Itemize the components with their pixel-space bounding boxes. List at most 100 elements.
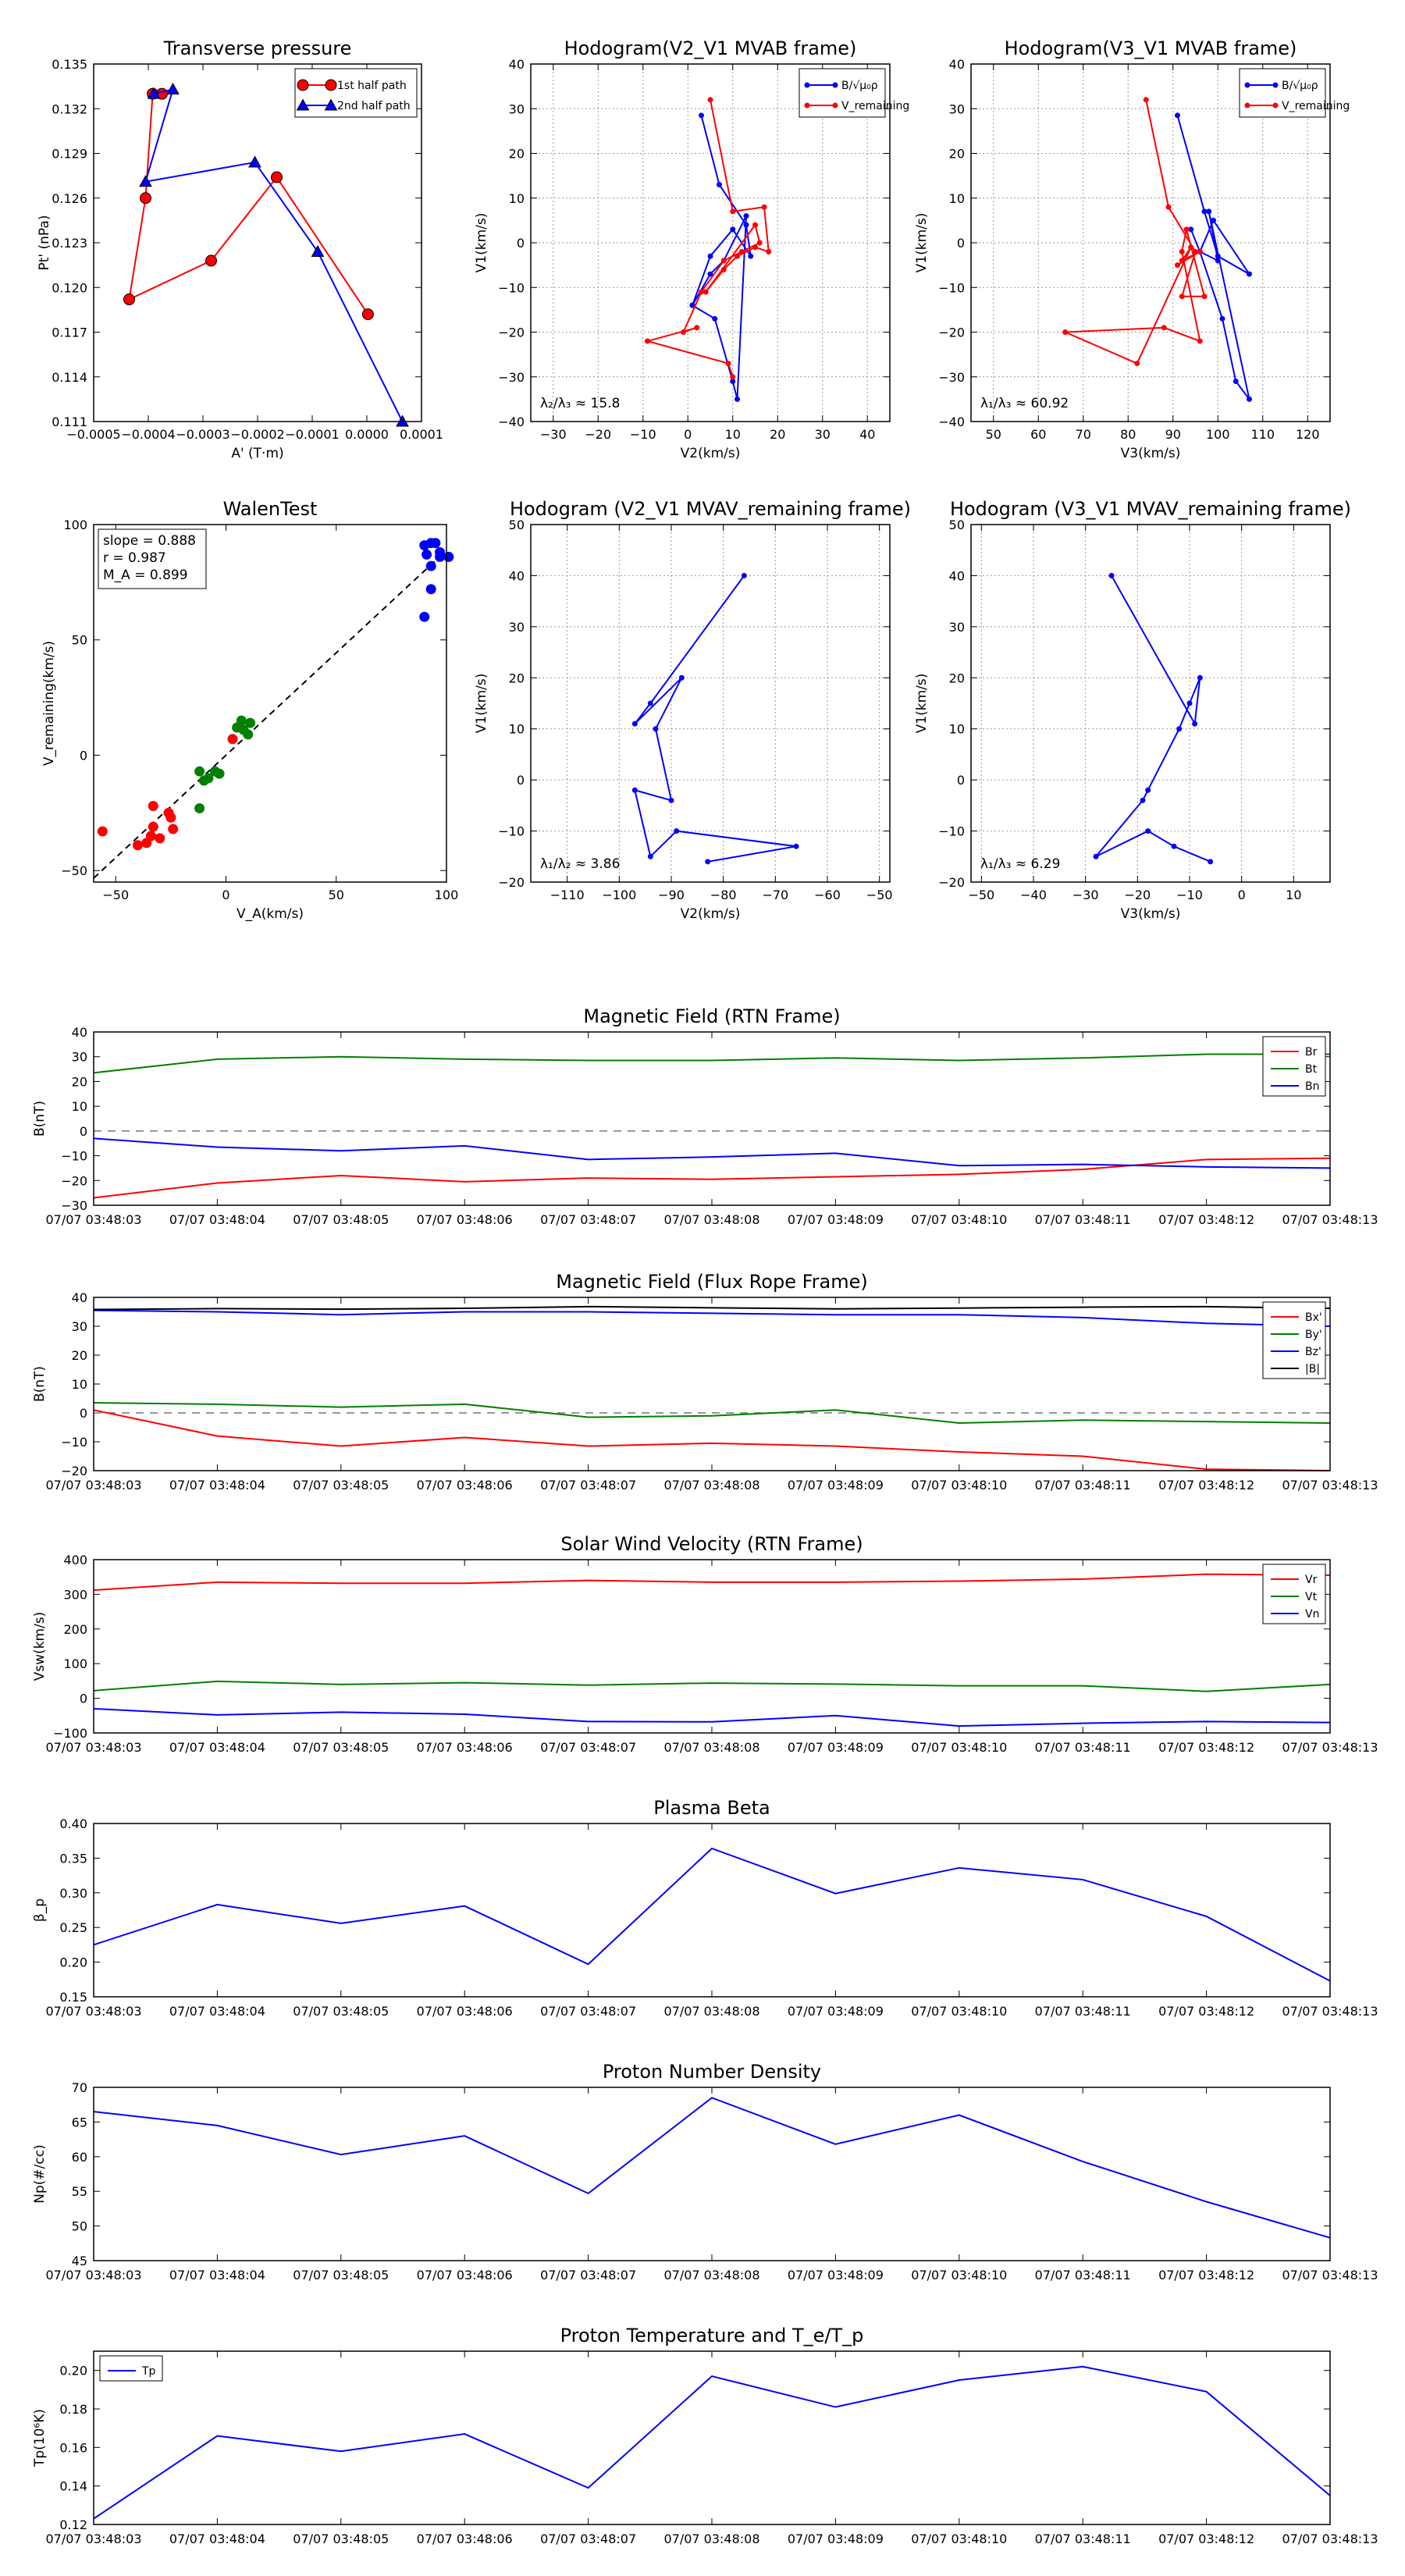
x-tick-label: −0.0001 bbox=[285, 427, 339, 442]
walen-point bbox=[422, 549, 432, 560]
time-tick-label: 07/07 03:48:11 bbox=[1035, 1212, 1131, 1227]
walen-point bbox=[443, 551, 454, 562]
data-point bbox=[140, 192, 151, 205]
data-point bbox=[1208, 859, 1214, 865]
y-tick-label: 60 bbox=[72, 2150, 87, 2165]
walen-point bbox=[425, 584, 436, 595]
series-line-beta bbox=[93, 1847, 1331, 1982]
data-point bbox=[1108, 572, 1115, 578]
y-tick-label: 0.14 bbox=[59, 2479, 87, 2494]
data-point bbox=[707, 253, 713, 259]
chart-h2-frame bbox=[970, 63, 1331, 422]
x-axis-label: A' (T·m) bbox=[231, 446, 283, 461]
legend-label: B/√μ₀ρ bbox=[1282, 80, 1318, 92]
chart-ts2-frame bbox=[93, 1297, 1331, 1471]
y-tick-label: −30 bbox=[498, 370, 525, 385]
data-point bbox=[705, 859, 711, 865]
data-point bbox=[1206, 208, 1212, 215]
time-tick-label: 07/07 03:48:06 bbox=[417, 2532, 513, 2546]
x-axis-label: V3(km/s) bbox=[1121, 906, 1181, 922]
data-point bbox=[678, 674, 685, 681]
data-point bbox=[1062, 329, 1069, 335]
time-tick-label: 07/07 03:48:12 bbox=[1158, 1478, 1254, 1493]
data-point bbox=[1201, 294, 1208, 300]
y-tick-label: 0.117 bbox=[52, 326, 87, 340]
y-tick-label: 10 bbox=[72, 1099, 87, 1114]
time-tick-label: 07/07 03:48:07 bbox=[540, 1212, 636, 1227]
data-point bbox=[668, 797, 674, 803]
data-point bbox=[720, 266, 727, 272]
data-point bbox=[689, 302, 695, 308]
series-line-np bbox=[93, 2097, 1331, 2239]
time-tick-label: 07/07 03:48:10 bbox=[911, 1740, 1007, 1755]
legend-box bbox=[1239, 68, 1326, 118]
y-tick-label: 0 bbox=[80, 1692, 87, 1706]
chart-ts3-legend: Vr Vt Vn bbox=[1262, 1564, 1326, 1624]
chart-h3-frame bbox=[530, 524, 891, 883]
chart-ts5-series bbox=[93, 2097, 1331, 2239]
time-tick-label: 07/07 03:48:09 bbox=[788, 1212, 884, 1227]
data-point bbox=[1175, 112, 1180, 119]
data-point bbox=[735, 396, 740, 402]
legend-marker bbox=[1244, 82, 1250, 88]
y-tick-label: 10 bbox=[72, 1377, 87, 1392]
x-tick-label: 30 bbox=[815, 427, 831, 442]
time-tick-label: 07/07 03:48:11 bbox=[1035, 2268, 1131, 2282]
y-tick-label: 100 bbox=[63, 518, 87, 532]
time-tick-label: 07/07 03:48:04 bbox=[169, 2268, 265, 2282]
data-point bbox=[766, 248, 772, 254]
time-tick-label: 07/07 03:48:06 bbox=[417, 1740, 513, 1755]
series-line-vr bbox=[93, 1573, 1331, 1592]
time-tick-label: 07/07 03:48:05 bbox=[293, 2532, 389, 2546]
series-line-1 bbox=[144, 88, 404, 422]
chart-h4-series bbox=[1093, 572, 1214, 865]
legend-label: Bz' bbox=[1305, 1346, 1321, 1358]
time-tick-label: 07/07 03:48:08 bbox=[663, 1740, 759, 1755]
x-axis-label: V_A(km/s) bbox=[237, 906, 304, 922]
y-axis-label: B(nT) bbox=[32, 1101, 48, 1137]
y-tick-label: 0.40 bbox=[59, 1816, 87, 1831]
fit-line bbox=[93, 550, 447, 879]
y-tick-label: −40 bbox=[938, 415, 965, 429]
legend-marker bbox=[832, 102, 838, 109]
data-point bbox=[1197, 674, 1203, 681]
data-point bbox=[717, 182, 722, 188]
chart-tp-series bbox=[123, 82, 409, 427]
eigen-ratio-annotation: λ₁/λ₂ ≈ 3.86 bbox=[540, 856, 620, 872]
x-tick-label: 0 bbox=[222, 888, 229, 902]
legend-label: Bt bbox=[1305, 1063, 1318, 1076]
data-point bbox=[1193, 248, 1198, 254]
y-tick-label: 0 bbox=[957, 773, 965, 788]
y-tick-label: −20 bbox=[61, 1464, 87, 1478]
data-point bbox=[752, 222, 758, 228]
data-point bbox=[1179, 248, 1185, 254]
data-point bbox=[1176, 726, 1183, 732]
series-line-1 bbox=[644, 99, 770, 378]
time-tick-label: 07/07 03:48:06 bbox=[417, 2004, 513, 2019]
legend-marker bbox=[804, 102, 810, 109]
series-line-vn bbox=[93, 1707, 1331, 1727]
y-tick-label: 40 bbox=[72, 1290, 87, 1305]
walen-stat: M_A = 0.899 bbox=[103, 568, 188, 583]
x-tick-label: 10 bbox=[725, 427, 741, 442]
time-tick-label: 07/07 03:48:06 bbox=[417, 1212, 513, 1227]
y-tick-label: 400 bbox=[63, 1553, 87, 1567]
walen-point bbox=[214, 768, 225, 779]
y-tick-label: 40 bbox=[509, 57, 525, 72]
legend-label: B/√μ₀ρ bbox=[841, 80, 878, 92]
legend-label: Vr bbox=[1305, 1574, 1318, 1586]
chart-tp-frame bbox=[93, 63, 422, 422]
time-tick-label: 07/07 03:48:10 bbox=[911, 2004, 1007, 2019]
data-point bbox=[730, 378, 736, 384]
legend-marker bbox=[832, 82, 838, 88]
data-point bbox=[712, 315, 718, 322]
x-tick-label: −100 bbox=[602, 888, 636, 902]
y-tick-label: −30 bbox=[938, 370, 965, 385]
series-line-0 bbox=[1095, 575, 1211, 863]
data-point bbox=[738, 248, 745, 254]
chart-title: Hodogram (V2_V1 MVAV_remaining frame) bbox=[510, 498, 911, 520]
time-tick-label: 07/07 03:48:09 bbox=[788, 2268, 884, 2282]
chart-title: Proton Number Density bbox=[603, 2061, 821, 2083]
x-tick-label: −90 bbox=[658, 888, 685, 902]
data-point bbox=[647, 700, 653, 706]
